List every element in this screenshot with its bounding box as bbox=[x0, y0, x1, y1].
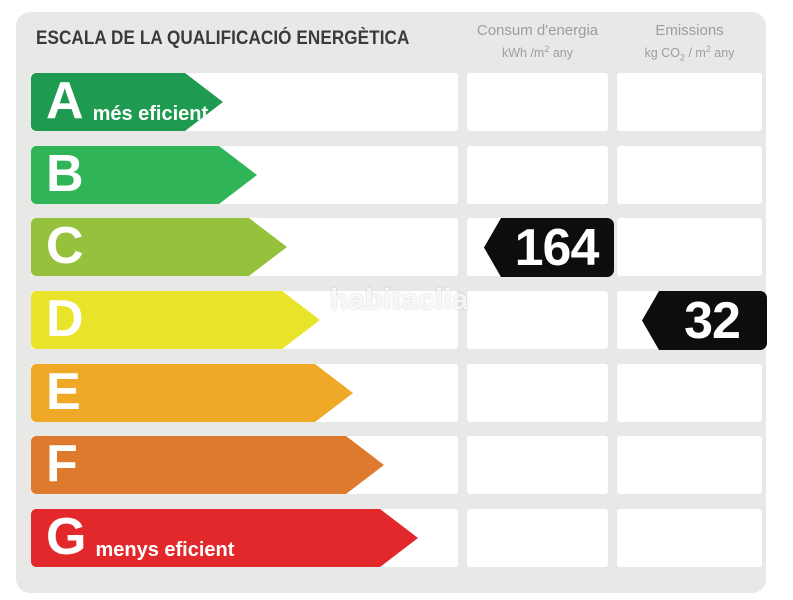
grade-f-letter: F bbox=[46, 435, 78, 493]
grade-a-letter: A bbox=[46, 72, 84, 130]
grade-a-emissions-cell bbox=[617, 73, 762, 131]
grade-c-letter: C bbox=[46, 217, 84, 275]
grade-g-consum-cell bbox=[467, 509, 608, 567]
emissions-column-name: Emissions bbox=[655, 22, 724, 39]
grade-b-bar: B bbox=[31, 146, 257, 204]
grade-a-bar: A més eficient bbox=[31, 73, 223, 131]
scale-row-f: F bbox=[16, 436, 766, 494]
grade-b-letter: B bbox=[46, 145, 84, 203]
consum-column-unit: kWh /m2 any bbox=[467, 44, 608, 62]
consum-value: 164 bbox=[514, 218, 600, 277]
energy-scale-panel: ESCALA DE LA QUALIFICACIÓ ENERGÈTICA Con… bbox=[16, 12, 767, 593]
grade-e-bar: E bbox=[31, 364, 353, 422]
scale-row-a: A més eficient bbox=[16, 73, 766, 131]
grade-f-emissions-cell bbox=[617, 436, 762, 494]
scale-row-c: C bbox=[16, 218, 766, 276]
grade-a-label: més eficient bbox=[92, 103, 209, 125]
grade-g-label: menys eficient bbox=[95, 539, 235, 561]
grade-b-emissions-cell bbox=[617, 146, 762, 204]
consum-value-badge: 164 bbox=[484, 218, 614, 277]
grade-g-bar: G menys eficient bbox=[31, 509, 418, 567]
scale-row-b: B bbox=[16, 146, 766, 204]
emissions-unit-text: kg CO bbox=[644, 45, 680, 60]
grade-d-bar: D bbox=[31, 291, 320, 349]
emissions-unit-sup: 2 bbox=[705, 43, 711, 54]
grade-a-consum-cell bbox=[467, 73, 608, 131]
emissions-unit-suffix: any bbox=[710, 45, 735, 60]
consum-unit-text: kWh /m bbox=[501, 45, 545, 60]
grade-g-emissions-cell bbox=[617, 509, 762, 567]
grade-e-emissions-cell bbox=[617, 364, 762, 422]
consum-unit-suffix: any bbox=[549, 45, 573, 60]
grade-f-bar: F bbox=[31, 436, 384, 494]
emissions-column-unit: kg CO2 / m2 any bbox=[617, 44, 762, 64]
scale-row-e: E bbox=[16, 364, 766, 422]
emissions-value-badge: 32 bbox=[642, 291, 767, 350]
emissions-column-header: Emissions kg CO2 / m2 any bbox=[617, 22, 762, 64]
grade-e-consum-cell bbox=[467, 364, 608, 422]
consum-unit-sup: 2 bbox=[544, 43, 550, 54]
habitaclia-watermark: habitaclia bbox=[330, 284, 469, 316]
emissions-unit-mid: / m bbox=[684, 45, 706, 60]
grade-g-letter: G bbox=[46, 508, 87, 566]
grade-d-letter: D bbox=[46, 290, 84, 348]
consum-column-header: Consum d'energia kWh /m2 any bbox=[467, 22, 608, 62]
emissions-unit-sub: 2 bbox=[679, 52, 685, 63]
grade-c-emissions-cell bbox=[617, 218, 762, 276]
grade-e-letter: E bbox=[46, 363, 81, 421]
grade-b-consum-cell bbox=[467, 146, 608, 204]
grade-d-consum-cell bbox=[467, 291, 608, 349]
grade-f-consum-cell bbox=[467, 436, 608, 494]
grade-c-bar: C bbox=[31, 218, 287, 276]
scale-row-g: G menys eficient bbox=[16, 509, 766, 567]
page-title: ESCALA DE LA QUALIFICACIÓ ENERGÈTICA bbox=[36, 28, 410, 49]
emissions-value: 32 bbox=[684, 291, 741, 350]
consum-column-name: Consum d'energia bbox=[476, 22, 599, 39]
